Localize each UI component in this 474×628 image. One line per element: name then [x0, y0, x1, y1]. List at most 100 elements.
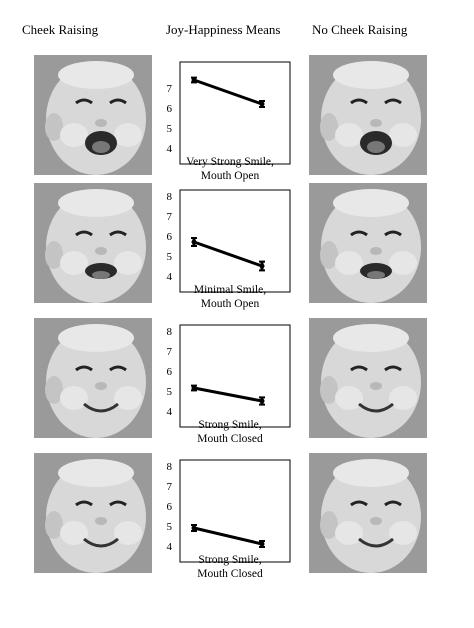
nose	[370, 382, 382, 390]
data-point	[191, 77, 197, 83]
caption-line-1: Minimal Smile,	[193, 284, 267, 296]
head-shape	[321, 63, 421, 175]
left-cheek	[60, 521, 88, 545]
caption-line-2: Mouth Closed	[197, 568, 263, 580]
left-cheek	[60, 386, 88, 410]
left-cheek	[335, 251, 363, 275]
y-tick-label: 6	[167, 366, 173, 378]
left-eye	[350, 230, 368, 237]
plot-frame	[179, 459, 291, 563]
photo-cheek-raising-row-3	[34, 318, 152, 438]
left-eye	[75, 365, 93, 372]
head-shape	[321, 326, 421, 438]
left-eye	[75, 500, 93, 507]
ear-shape	[320, 241, 338, 269]
data-point	[259, 263, 265, 269]
series-line	[193, 240, 263, 268]
header-cheek-raising: Cheek Raising	[22, 22, 99, 37]
y-tick-label: 7	[167, 211, 173, 223]
y-tick-label: 8	[167, 326, 173, 338]
left-eye	[350, 500, 368, 507]
chart-row-4: 4 5 6 7 8	[150, 456, 300, 568]
y-tick-label: 8	[167, 191, 173, 203]
right-cheek	[389, 251, 417, 275]
ear-shape	[320, 511, 338, 539]
data-point	[191, 239, 197, 245]
series-line	[193, 78, 263, 106]
forehead-highlight	[333, 459, 409, 487]
data-point	[191, 525, 197, 531]
photo-cheek-raising-row-2	[34, 183, 152, 303]
right-eye	[384, 230, 402, 237]
y-tick-label: 4	[167, 143, 173, 155]
caption-row-4: Strong Smile, Mouth Closed	[150, 553, 310, 581]
series-line	[193, 526, 263, 546]
y-tick-label: 5	[167, 521, 173, 533]
right-cheek	[114, 251, 142, 275]
head-shape	[46, 191, 146, 303]
photo-cheek-raising-row-1	[34, 55, 152, 175]
caption-row-1: Very Strong Smile, Mouth Open	[150, 155, 310, 183]
photo-no-cheek-raising-row-4	[309, 453, 427, 573]
head-shape	[321, 191, 421, 303]
head-shape	[46, 461, 146, 573]
right-eye	[109, 98, 127, 105]
caption-row-2: Minimal Smile, Mouth Open	[150, 283, 310, 311]
right-eye	[109, 230, 127, 237]
data-point	[191, 385, 197, 391]
data-point	[259, 398, 265, 404]
left-eye	[350, 98, 368, 105]
tongue	[367, 271, 385, 279]
nose	[95, 382, 107, 390]
nose	[95, 119, 107, 127]
caption-line-1: Strong Smile,	[198, 554, 262, 566]
right-eye	[109, 500, 127, 507]
nose	[370, 247, 382, 255]
series-line	[193, 386, 263, 403]
y-tick-label: 7	[167, 346, 173, 358]
ear-shape	[320, 376, 338, 404]
y-tick-label: 4	[167, 406, 173, 418]
forehead-highlight	[333, 61, 409, 89]
y-tick-label: 4	[167, 541, 173, 553]
y-tick-label: 5	[167, 386, 173, 398]
y-tick-label: 4	[167, 271, 173, 283]
ear-shape	[45, 376, 63, 404]
forehead-highlight	[58, 61, 134, 89]
header-no-cheek-raising: No Cheek Raising	[312, 22, 408, 37]
y-tick-label: 7	[167, 481, 173, 493]
photo-cheek-raising-row-4	[34, 453, 152, 573]
head-shape	[321, 461, 421, 573]
caption-line-1: Strong Smile,	[198, 419, 262, 431]
y-tick-label: 5	[167, 123, 173, 135]
nose	[370, 119, 382, 127]
left-cheek	[60, 123, 88, 147]
plot-frame	[179, 189, 291, 293]
right-cheek	[389, 123, 417, 147]
left-eye	[75, 98, 93, 105]
y-tick-label: 7	[167, 83, 173, 95]
ear-shape	[45, 241, 63, 269]
photo-no-cheek-raising-row-1	[309, 55, 427, 175]
right-cheek	[114, 521, 142, 545]
right-cheek	[114, 123, 142, 147]
caption-line-2: Mouth Open	[200, 298, 260, 310]
right-eye	[109, 365, 127, 372]
forehead-highlight	[58, 324, 134, 352]
tongue	[367, 141, 385, 153]
caption-line-2: Mouth Closed	[197, 433, 263, 445]
forehead-highlight	[333, 324, 409, 352]
nose	[95, 517, 107, 525]
header-joy-happiness-means: Joy-Happiness Means	[166, 22, 281, 37]
data-point	[259, 101, 265, 107]
mouth-closed	[358, 537, 394, 548]
data-point	[259, 541, 265, 547]
y-tick-label: 6	[167, 501, 173, 513]
mouth-closed	[83, 402, 119, 413]
tongue	[92, 141, 110, 153]
chart-row-1: 4 5 6 7	[150, 58, 300, 170]
nose	[95, 247, 107, 255]
head-shape	[46, 63, 146, 175]
caption-line-2: Mouth Open	[200, 170, 260, 182]
left-cheek	[335, 123, 363, 147]
